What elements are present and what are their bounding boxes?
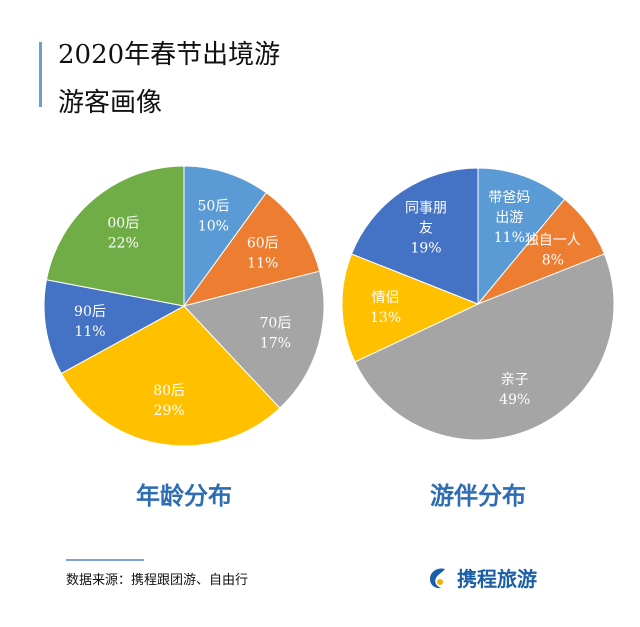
category-label: 00后 — [107, 216, 139, 232]
data-label: 11% — [74, 324, 105, 340]
ctrip-logo: 携程旅游 — [425, 563, 537, 592]
data-label: 19% — [410, 241, 441, 257]
data-label: 8% — [542, 253, 564, 269]
dolphin-icon — [430, 568, 445, 588]
category-label: 90后 — [74, 304, 106, 320]
category-label: 独自一人 — [525, 233, 581, 249]
page-title-line2: 游客画像 — [58, 88, 163, 118]
pie-slice — [45, 165, 185, 307]
category-label: 80后 — [153, 383, 185, 399]
data-label: 11% — [247, 255, 278, 271]
footer-divider — [66, 559, 144, 561]
title-accent-bar — [39, 42, 42, 107]
pie-slice — [350, 167, 479, 305]
data-label: 22% — [108, 236, 139, 252]
companion-chart-title: 游伴分布 — [430, 482, 526, 510]
pie-slice — [341, 253, 480, 363]
logo-text: 携程旅游 — [457, 567, 537, 591]
pie-slice — [60, 305, 281, 447]
pie-slice — [477, 167, 566, 306]
pie-slice — [183, 165, 267, 308]
pie-slice — [43, 279, 186, 375]
category-label: 友 — [419, 221, 433, 237]
category-label: 带爸妈 — [488, 190, 530, 206]
age-chart-title: 年龄分布 — [136, 482, 232, 510]
data-label: 29% — [154, 403, 185, 419]
category-label: 亲子 — [501, 372, 529, 388]
category-label: 情侣 — [372, 290, 400, 306]
page-title-line1: 2020年春节出境游 — [58, 40, 281, 70]
pie-slice — [354, 253, 615, 441]
category-label: 60后 — [247, 235, 279, 251]
data-label: 17% — [260, 336, 291, 352]
category-label: 70后 — [260, 316, 292, 332]
data-label: 10% — [198, 218, 229, 234]
data-label: 13% — [370, 310, 401, 326]
category-label: 出游 — [495, 210, 523, 226]
data-label: 11% — [494, 230, 525, 246]
data-source: 数据来源：携程跟团游、自由行 — [66, 573, 249, 588]
pie-slice — [183, 270, 325, 409]
pie-slice — [182, 192, 321, 307]
category-label: 50后 — [198, 198, 230, 214]
category-label: 同事朋 — [405, 201, 447, 217]
data-label: 49% — [499, 392, 530, 408]
